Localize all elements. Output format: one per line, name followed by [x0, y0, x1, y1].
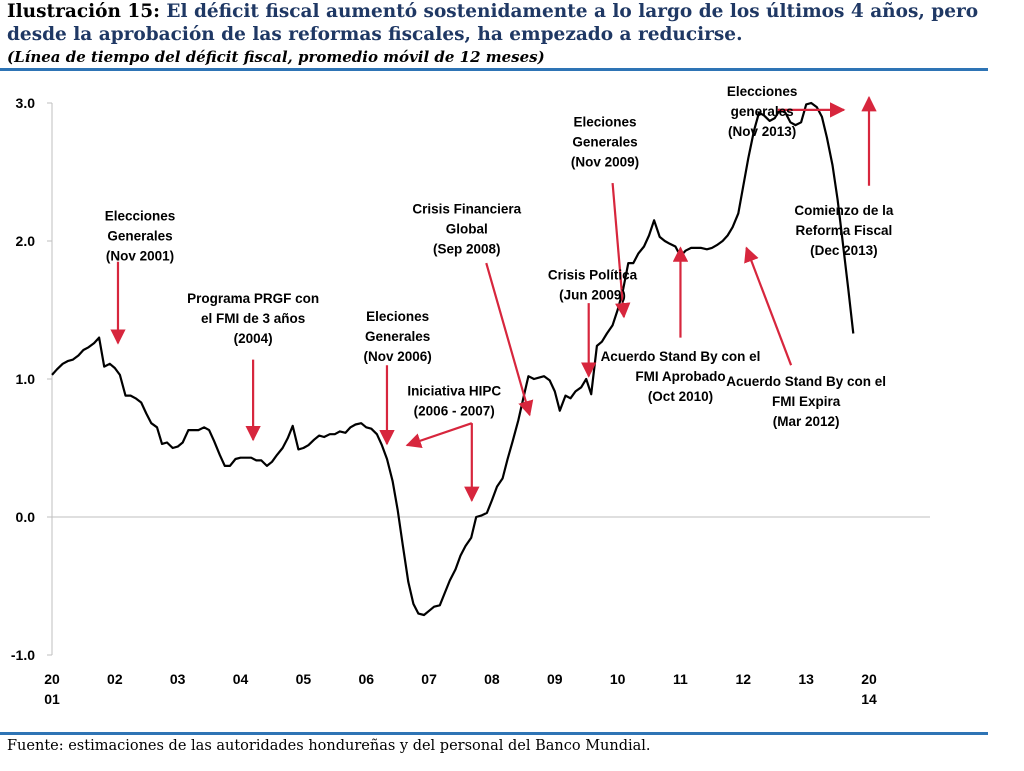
annotation-arrow — [485, 262, 534, 417]
y-tick-label: 1.0 — [16, 371, 36, 387]
x-tick-label: 13 — [798, 671, 814, 687]
annotation-label: Generales — [107, 228, 172, 243]
annotation-label: (Nov 2001) — [106, 248, 174, 263]
x-tick-label: 10 — [610, 671, 626, 687]
x-tick-label: 08 — [484, 671, 500, 687]
figure-title-text: El déficit fiscal aumentó sostenidamente… — [7, 1, 979, 45]
annotation-label: (Nov 2006) — [364, 349, 432, 364]
annotation-arrow — [405, 422, 473, 449]
annotation-label: Acuerdo Stand By con el — [726, 374, 886, 389]
annotation-label: Acuerdo Stand By con el — [601, 349, 761, 364]
annotation-label: Global — [446, 221, 488, 236]
annotation-label: (Dec 2013) — [810, 243, 878, 258]
figure-subtitle: (Línea de tiempo del déficit fiscal, pro… — [7, 48, 545, 66]
annotation-label: Eleciones — [366, 309, 429, 324]
x-tick-label: 20 — [44, 671, 60, 687]
annotation-label: generales — [731, 104, 794, 119]
annotation-arrow — [611, 182, 631, 319]
fiscal-deficit-chart: 3.0 2.0 1.0 0.0 -1.0 20 01 02 03 04 05 06 07 08 09 10 1… — [11, 84, 930, 707]
annotation-label: Generales — [572, 134, 637, 149]
annotation-label: (Sep 2008) — [433, 241, 501, 256]
annotation-label: Comienzo de la — [794, 203, 894, 218]
figure-number: Ilustración 15: — [7, 1, 160, 22]
annotation-label: Iniciativa HIPC — [407, 384, 501, 399]
y-axis: 3.0 2.0 1.0 0.0 -1.0 — [11, 95, 53, 663]
annotation-label: FMI Aprobado — [635, 369, 725, 384]
annotation-label: Crisis Financiera — [412, 201, 521, 216]
x-tick-label: 12 — [736, 671, 752, 687]
annotation-label: (Jun 2009) — [559, 288, 626, 303]
x-tick-label: 07 — [421, 671, 437, 687]
x-tick-label: 06 — [358, 671, 374, 687]
y-tick-label: 0.0 — [16, 509, 36, 525]
y-tick-label: 3.0 — [16, 95, 36, 111]
annotation-label: Eleciones — [574, 114, 637, 129]
figure-title: Ilustración 15: El déficit fiscal aument… — [7, 0, 1019, 46]
x-tick-label: 04 — [233, 671, 249, 687]
x-tick-label: 20 — [861, 671, 877, 687]
x-tick-label: 14 — [861, 691, 877, 707]
annotation-layer: Elecciones Generales (Nov 2001) Programa PR… — [105, 84, 894, 429]
top-rule — [0, 68, 988, 71]
x-tick-label: 05 — [296, 671, 312, 687]
annotation-label: (Oct 2010) — [648, 389, 713, 404]
x-tick-label: 03 — [170, 671, 186, 687]
x-tick-label: 02 — [107, 671, 123, 687]
x-tick-label: 09 — [547, 671, 563, 687]
y-tick-label: 2.0 — [16, 233, 36, 249]
source-note: Fuente: estimaciones de las autoridades … — [7, 738, 651, 754]
x-axis: 20 01 02 03 04 05 06 07 08 09 10 11 12 13 20 14 — [44, 516, 930, 707]
annotation-label: (Nov 2013) — [728, 124, 796, 139]
annotation-label: Reforma Fiscal — [795, 223, 892, 238]
annotation-label: FMI Expira — [772, 394, 841, 409]
annotation-label: Elecciones — [105, 208, 176, 223]
annotation-label: el FMI de 3 años — [201, 311, 305, 326]
bottom-rule — [0, 732, 988, 735]
annotation-label: Programa PRGF con — [187, 291, 319, 306]
annotation-label: (2004) — [234, 331, 273, 346]
annotation-label: Elecciones — [727, 84, 798, 99]
annotation-label: (Mar 2012) — [773, 414, 840, 429]
x-tick-label: 01 — [44, 691, 60, 707]
x-tick-label: 11 — [673, 671, 688, 687]
figure-header: Ilustración 15: El déficit fiscal aument… — [7, 0, 1019, 67]
annotation-label: Crisis Política — [548, 268, 638, 283]
deficit-series-line — [51, 101, 855, 617]
y-tick-label: -1.0 — [11, 647, 35, 663]
arrow-layer — [110, 95, 877, 502]
annotation-arrow — [744, 246, 793, 366]
series-layer — [51, 101, 855, 617]
annotation-label: (Nov 2009) — [571, 154, 639, 169]
annotation-label: (2006 - 2007) — [414, 404, 495, 419]
annotation-label: Generales — [365, 329, 430, 344]
